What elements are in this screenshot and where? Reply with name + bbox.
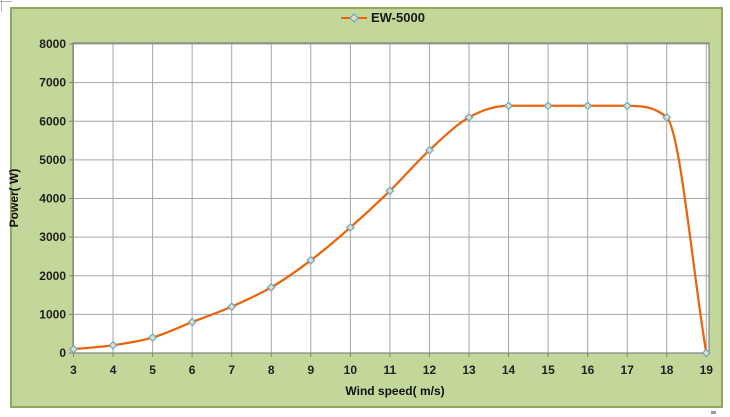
data-point-marker	[543, 101, 553, 111]
data-point-marker	[622, 101, 632, 111]
y-tick-label: 4000	[39, 192, 66, 206]
data-point-marker	[306, 255, 316, 265]
x-tick-label: 17	[621, 363, 635, 377]
y-tick-label: 5000	[39, 153, 66, 167]
y-tick-label: 7000	[39, 76, 66, 90]
x-tick-label: 19	[700, 363, 714, 377]
cell-border-artifact	[0, 1, 12, 2]
x-tick-label: 13	[462, 363, 476, 377]
data-point-marker	[345, 223, 355, 232]
legend-series-label: EW-5000	[371, 10, 425, 25]
x-tick-label: 14	[502, 363, 516, 377]
cell-border-artifact	[1, 0, 2, 12]
data-point-marker	[662, 112, 672, 122]
x-tick-label: 3	[70, 363, 77, 377]
data-point-marker	[425, 145, 434, 155]
data-point-marker	[227, 302, 237, 312]
y-tick-label: 6000	[39, 114, 66, 128]
x-tick-label: 6	[189, 363, 196, 377]
y-tick-label: 2000	[39, 269, 66, 283]
data-point-marker	[583, 101, 593, 111]
y-tick-label: 8000	[39, 37, 66, 51]
data-point-marker	[701, 348, 711, 358]
data-point-marker	[148, 333, 158, 342]
x-tick-label: 18	[660, 363, 674, 377]
data-point-marker	[504, 101, 513, 111]
data-point-marker	[187, 317, 197, 327]
y-tick-label: 0	[59, 346, 66, 360]
cell-border-artifact	[711, 411, 716, 414]
legend[interactable]: EW-5000	[341, 9, 425, 27]
data-point-marker	[108, 340, 118, 350]
x-tick-label: 4	[110, 363, 117, 377]
data-point-marker	[385, 186, 395, 196]
x-tick-label: 10	[344, 363, 358, 377]
y-tick-label: 3000	[39, 230, 66, 244]
y-tick-label: 1000	[39, 307, 66, 321]
legend-swatch	[341, 13, 367, 23]
data-point-marker	[464, 112, 474, 122]
data-point-marker	[69, 344, 78, 354]
x-tick-label: 16	[581, 363, 595, 377]
x-axis-title: Wind speed( m/s)	[345, 384, 445, 398]
x-tick-label: 12	[423, 363, 437, 377]
legend-diamond-marker-icon	[349, 13, 359, 23]
data-point-marker	[266, 282, 276, 292]
x-tick-label: 15	[541, 363, 555, 377]
x-tick-label: 9	[307, 363, 314, 377]
x-tick-label: 8	[268, 363, 275, 377]
x-tick-label: 11	[384, 363, 397, 377]
x-tick-label: 5	[149, 363, 156, 377]
y-axis-title: Power( W)	[7, 168, 21, 228]
x-tick-label: 7	[228, 363, 235, 377]
